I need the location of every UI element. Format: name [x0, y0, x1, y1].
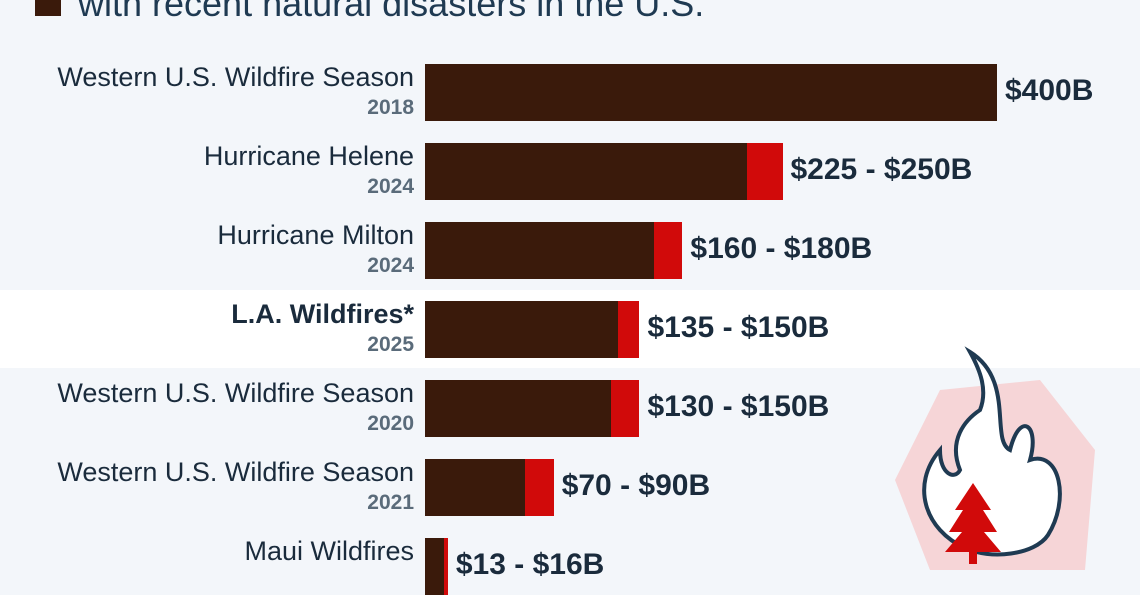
category-label: Western U.S. Wildfire Season	[57, 378, 414, 408]
bar-low-estimate	[425, 380, 611, 437]
legend-swatch	[35, 0, 61, 16]
bar-low-estimate	[425, 538, 444, 595]
bar-range-extension	[525, 459, 554, 516]
data-label: $135 - $150B	[647, 311, 830, 344]
category-year: 2018	[367, 96, 414, 119]
category-label: Maui Wildfires	[244, 536, 414, 566]
data-label: $400B	[1005, 74, 1094, 107]
flame-with-tree-icon	[895, 346, 1095, 570]
category-year: 2021	[367, 491, 414, 514]
bar-range-extension	[610, 380, 640, 437]
flame-outline	[922, 346, 1062, 557]
bar-low-estimate	[425, 143, 747, 200]
category-label: Hurricane Milton	[217, 220, 414, 250]
chart-header: with recent natural disasters in the U.S…	[0, 0, 1140, 30]
bar-low-estimate	[425, 301, 619, 358]
data-label: $13 - $16B	[455, 548, 605, 581]
category-year: 2024	[367, 175, 414, 198]
bar-low-estimate	[425, 64, 997, 121]
category-label: Western U.S. Wildfire Season	[57, 62, 414, 92]
category-year: 2025	[367, 333, 414, 356]
category-year: 2020	[367, 412, 414, 435]
bar-range-extension	[618, 301, 640, 358]
data-label: $160 - $180B	[690, 232, 873, 265]
bar-range-extension	[746, 143, 783, 200]
bar-low-estimate	[425, 459, 526, 516]
category-label: Western U.S. Wildfire Season	[57, 457, 414, 487]
tree-icon	[945, 483, 1001, 564]
category-year: 2024	[367, 254, 414, 277]
chart-subtitle: with recent natural disasters in the U.S…	[78, 0, 705, 24]
category-label: L.A. Wildfires*	[231, 299, 414, 329]
data-label: $70 - $90B	[561, 469, 711, 502]
bar-low-estimate	[425, 222, 654, 279]
bar-range-extension	[653, 222, 683, 279]
data-label: $225 - $250B	[790, 153, 973, 186]
data-label: $130 - $150B	[647, 390, 830, 423]
category-label: Hurricane Helene	[203, 141, 414, 171]
bar-range-extension	[443, 538, 448, 595]
